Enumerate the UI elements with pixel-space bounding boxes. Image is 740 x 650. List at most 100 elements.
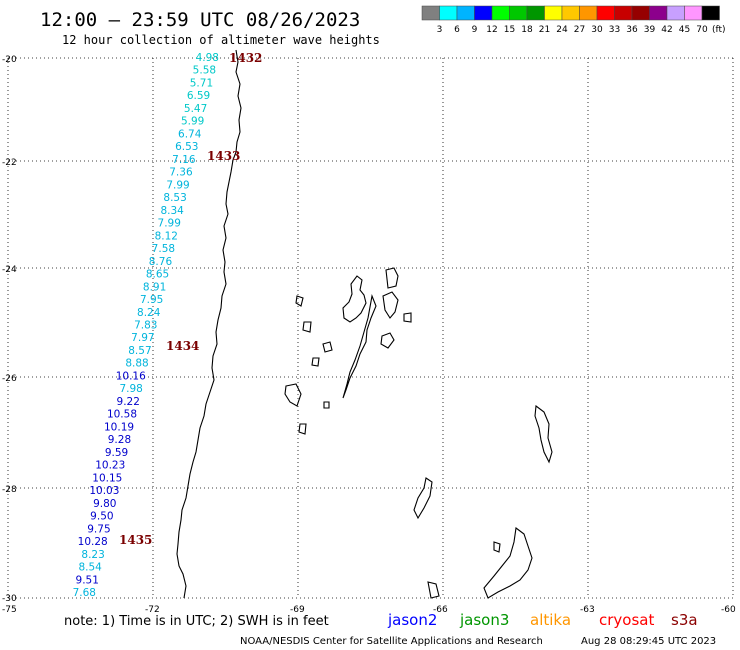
legend-label: 21	[539, 25, 550, 35]
wave-height-value: 7.97	[131, 332, 154, 344]
map-title: 12:00 – 23:59 UTC 08/26/2023	[40, 9, 360, 31]
lon-label: -63	[580, 605, 595, 615]
footer-timestamp: Aug 28 08:29:45 UTC 2023	[581, 636, 716, 647]
wave-height-value: 5.99	[181, 116, 204, 128]
wave-height-value: 9.50	[90, 511, 113, 523]
legend-label: 15	[504, 25, 515, 35]
wave-height-value: 8.54	[78, 562, 102, 574]
wave-height-value: 8.76	[149, 256, 173, 268]
wave-height-value: 10.16	[116, 370, 146, 382]
mission-s3a: s3a	[671, 611, 698, 629]
salt-flat	[295, 295, 304, 307]
wave-height-value: 9.28	[108, 434, 131, 446]
wave-height-value: 9.22	[117, 396, 140, 408]
legend-label: 27	[574, 25, 585, 35]
wave-height-value: 8.24	[137, 307, 161, 319]
wave-height-value: 10.28	[78, 536, 108, 548]
salt-flat	[311, 357, 320, 367]
wave-height-value: 8.53	[163, 192, 186, 204]
legend-swatch	[666, 5, 685, 21]
legend-label: 24	[556, 25, 568, 35]
wave-height-value: 8.91	[143, 281, 166, 293]
legend-swatch	[649, 5, 668, 21]
mission-jason2: jason2	[387, 611, 437, 629]
wave-height-value: 5.47	[184, 103, 207, 115]
wave-height-value: 4.98	[196, 52, 219, 64]
wave-height-value: 7.16	[172, 154, 196, 166]
wave-height-value: 10.19	[104, 421, 134, 433]
salt-flat	[493, 541, 501, 553]
legend-unit: (ft)	[712, 25, 726, 35]
legend-label: 6	[454, 25, 460, 35]
pass-label: 1433	[207, 149, 240, 163]
legend-label: 36	[626, 25, 638, 35]
map-grid	[7, 57, 734, 599]
map-subtitle: 12 hour collection of altimeter wave hei…	[62, 33, 380, 47]
wave-height-value: 6.74	[178, 128, 202, 140]
legend-swatch	[439, 5, 458, 21]
pass-labels: 1432 1433 1434 1435	[119, 51, 262, 547]
legend-swatch	[456, 5, 475, 21]
legend-swatch	[509, 5, 528, 21]
salt-flat	[323, 401, 330, 409]
latitude-labels: -20 -22 -24 -26 -28 -30	[2, 55, 17, 604]
legend-label: 70	[696, 25, 708, 35]
lon-label: -66	[433, 605, 448, 615]
wave-height-value: 7.68	[73, 587, 96, 599]
legend-swatch	[684, 5, 703, 21]
lon-label: -75	[2, 605, 17, 615]
wave-height-value: 8.57	[128, 345, 151, 357]
mission-cryosat: cryosat	[599, 611, 654, 629]
salt-flat	[413, 477, 433, 520]
legend-label: 18	[521, 25, 533, 35]
salt-flat	[342, 294, 377, 399]
footer-credit: NOAA/NESDIS Center for Satellite Applica…	[240, 636, 543, 647]
wave-height-value: 10.03	[89, 485, 119, 497]
wave-height-value: 9.51	[76, 574, 99, 586]
legend-label: 9	[472, 25, 478, 35]
wave-height-value: 7.83	[134, 320, 157, 332]
lon-label: -60	[721, 605, 736, 615]
pass-label: 1432	[229, 51, 262, 65]
salt-flat	[403, 312, 412, 323]
wave-height-value: 7.58	[152, 243, 175, 255]
salt-flat	[385, 267, 399, 289]
salt-flat	[298, 423, 307, 435]
legend-label: 30	[591, 25, 603, 35]
salt-flat	[302, 321, 312, 333]
lon-label: -72	[145, 605, 160, 615]
coastline	[176, 49, 553, 599]
legend-label: 12	[486, 25, 497, 35]
legend-label: 42	[661, 25, 672, 35]
wave-height-value: 8.65	[146, 269, 169, 281]
legend-swatch	[544, 5, 563, 21]
legend-label: 33	[609, 25, 620, 35]
legend-swatch	[614, 5, 633, 21]
lat-label: -30	[2, 594, 17, 604]
lat-label: -28	[2, 485, 17, 495]
pass-label: 1435	[119, 533, 152, 547]
legend-swatch	[579, 5, 598, 21]
legend-swatch	[561, 5, 580, 21]
salt-flat	[382, 291, 399, 319]
wave-height-value: 7.98	[119, 383, 142, 395]
legend-swatch	[474, 5, 493, 21]
salt-flat	[342, 275, 367, 323]
color-legend: 3 6 9 12 15 18 21 24 27 30 33 36 39 42 45 70	[421, 5, 720, 35]
salt-flat	[322, 341, 333, 353]
pass-label: 1434	[166, 339, 199, 353]
lat-label: -24	[2, 265, 17, 275]
lat-label: -26	[2, 374, 17, 384]
footer-note: note: 1) Time is in UTC; 2) SWH is in fe…	[64, 614, 329, 629]
legend-swatch	[421, 5, 440, 21]
lat-label: -20	[2, 55, 17, 65]
legend-swatch	[701, 5, 720, 21]
wave-height-value: 10.23	[95, 460, 125, 472]
mission-altika: altika	[530, 611, 571, 629]
wave-height-value: 5.71	[190, 77, 213, 89]
wave-height-value: 7.99	[166, 179, 189, 191]
wave-height-value: 5.58	[193, 65, 216, 77]
wave-height-value: 8.12	[155, 230, 178, 242]
wave-height-value: 8.34	[160, 205, 184, 217]
